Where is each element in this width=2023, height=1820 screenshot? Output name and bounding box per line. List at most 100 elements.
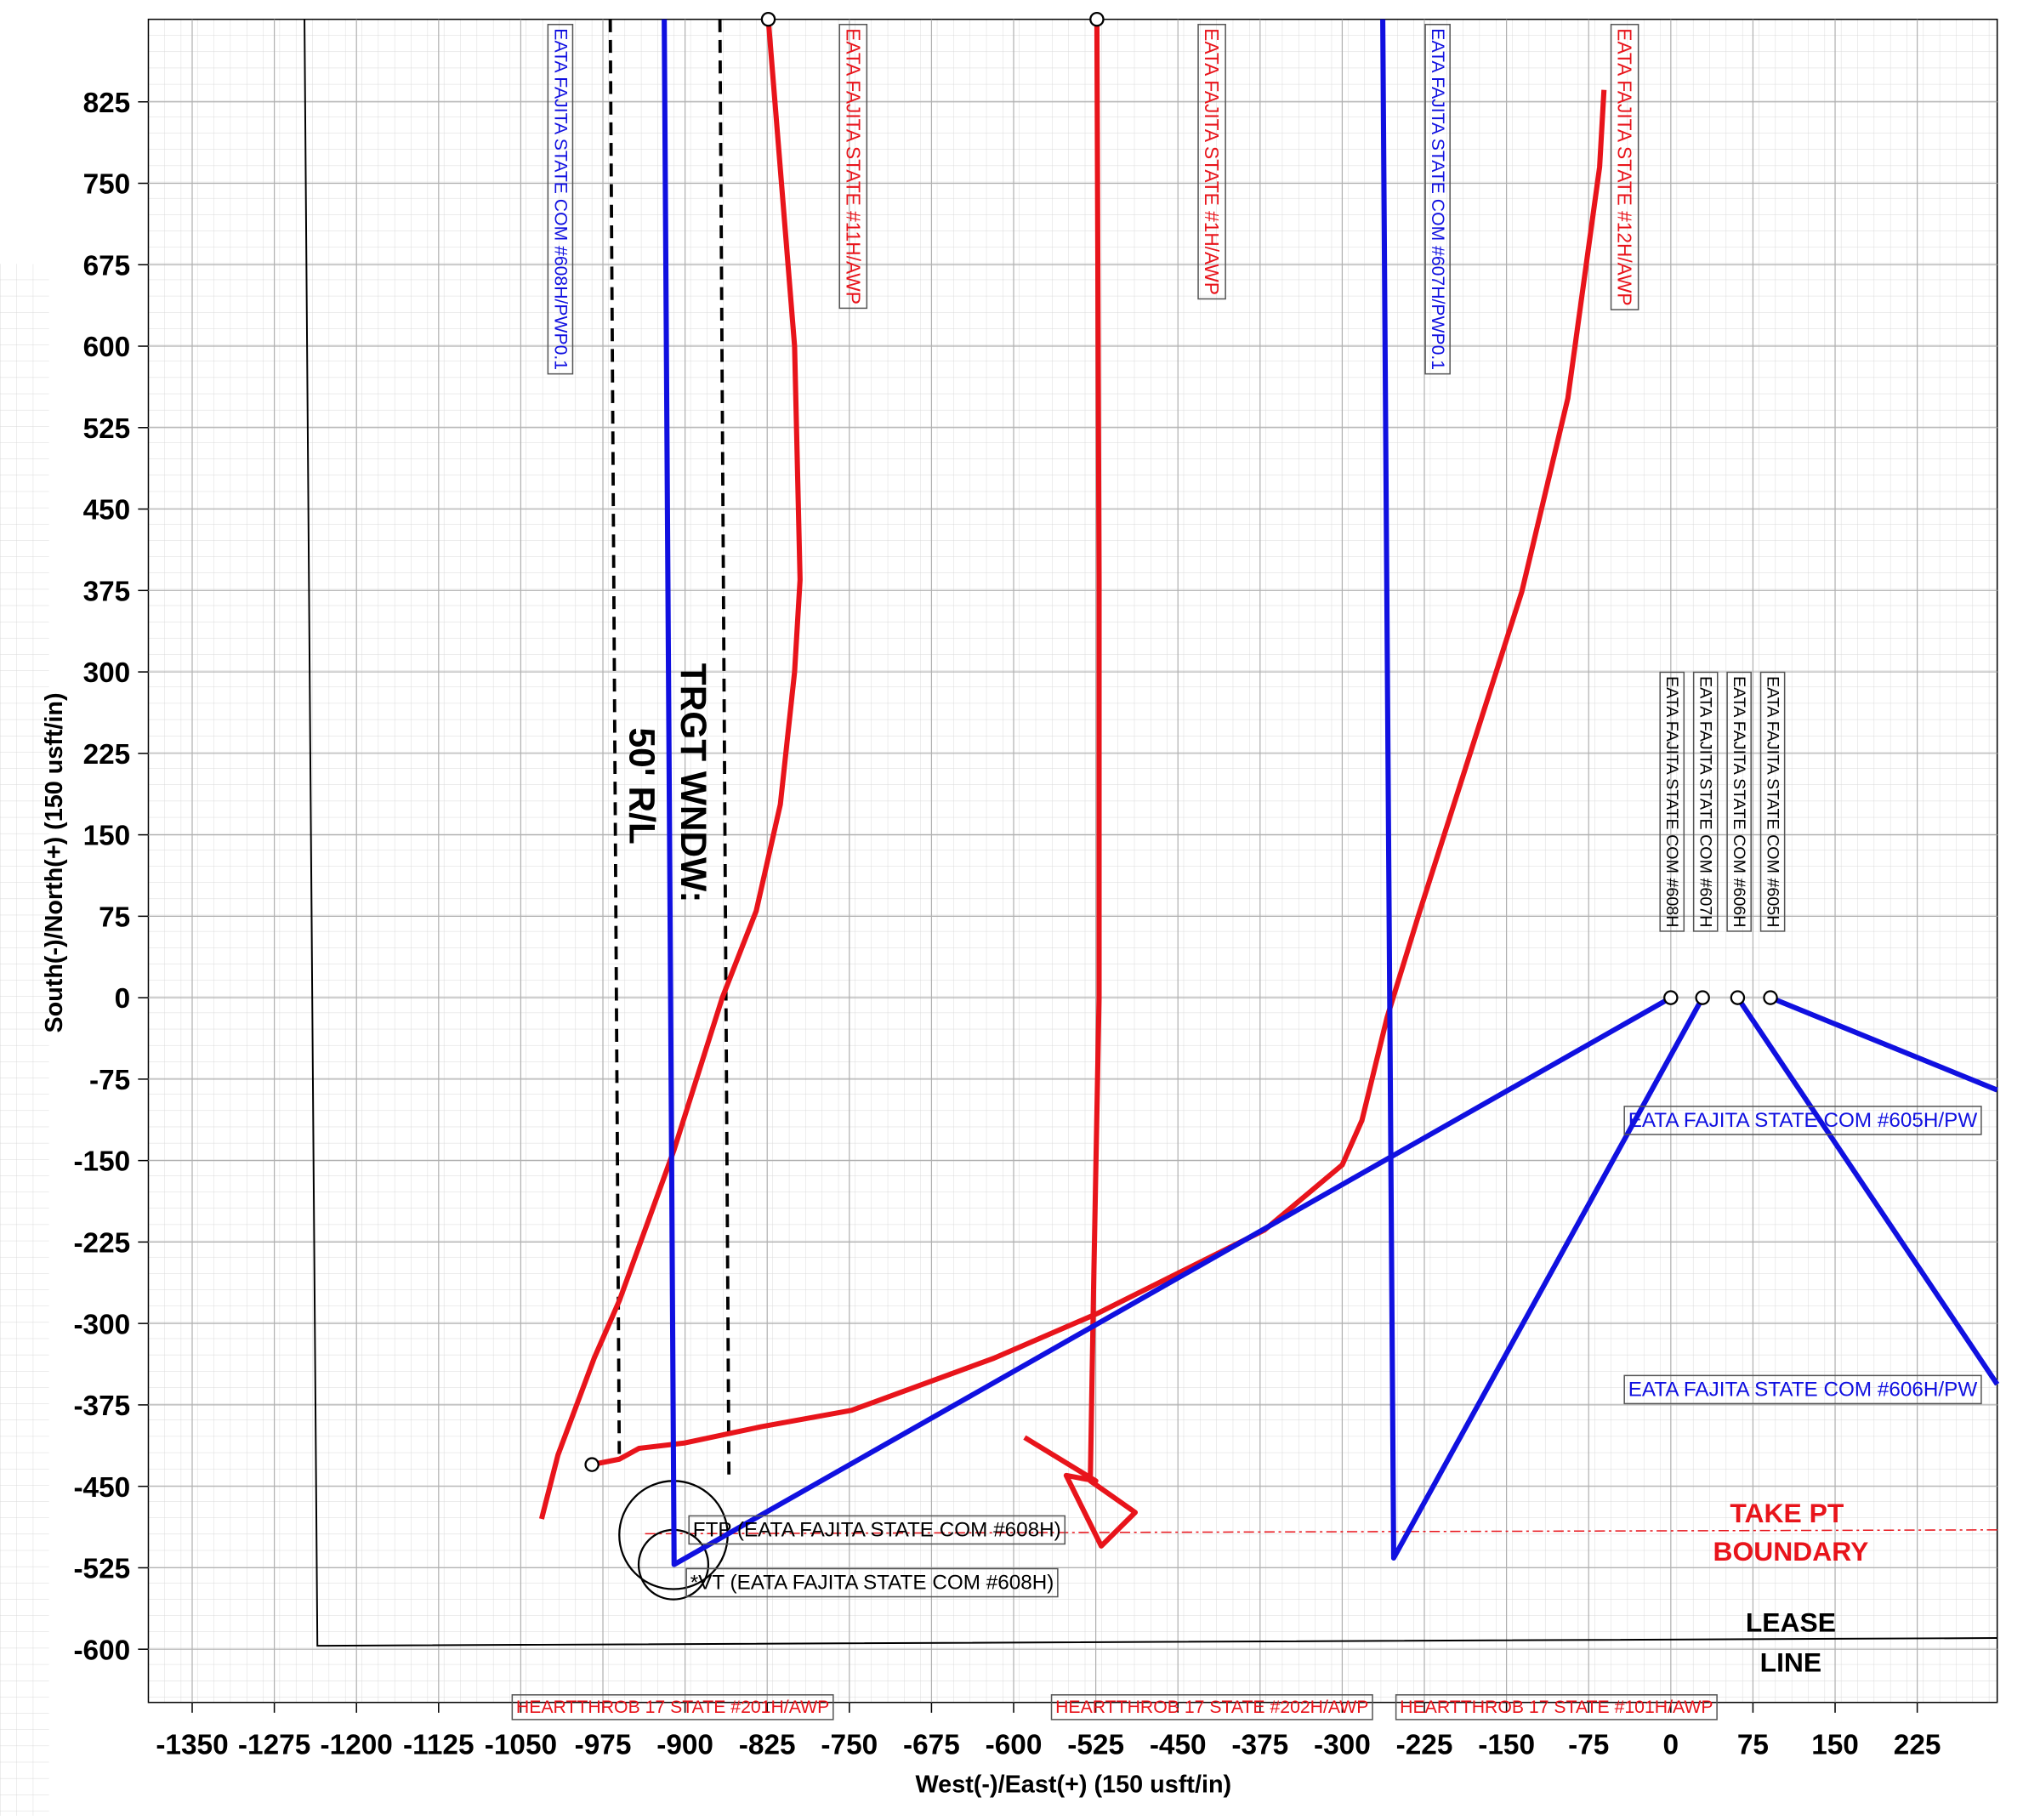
target-window	[608, 19, 731, 1482]
annotation-text: EATA FAJITA STATE COM #608H	[1662, 676, 1681, 927]
annotation-box	[1050, 1694, 1373, 1720]
annotation-box	[1197, 24, 1226, 300]
y-tick-label: -450	[73, 1472, 130, 1504]
annotation-text: EATA FAJITA STATE COM #607H/PWP0.1	[1428, 28, 1447, 370]
x-tick-label: -225	[1396, 1729, 1453, 1760]
x-tick-label: -675	[903, 1729, 960, 1760]
annotation: TAKE PT	[1730, 1498, 1844, 1528]
annotation-text: EATA FAJITA STATE COM #607H	[1696, 676, 1715, 927]
annotation: EATA FAJITA STATE COM #608H/PWP0.1	[547, 24, 574, 375]
annotation: FTP (EATA FAJITA STATE COM #608H)	[688, 1515, 1066, 1545]
annotation-box	[1692, 671, 1719, 932]
minor-grid	[148, 19, 1997, 1703]
annotation-text: HEARTTHROB 17 STATE #202H/AWP	[1055, 1698, 1368, 1717]
annotation-box	[547, 24, 574, 375]
annotation: *VT (EATA FAJITA STATE COM #608H)	[685, 1567, 1059, 1598]
annotation: EATA FAJITA STATE COM #606H/PW	[1623, 1374, 1982, 1405]
annotation: EATA FAJITA STATE COM #605H	[1759, 671, 1786, 932]
annotation-text: HEARTTHROB 17 STATE #201H/AWP	[516, 1698, 829, 1717]
annotation: HEARTTHROB 17 STATE #101H/AWP	[1395, 1694, 1718, 1720]
x-tick-label: -1050	[485, 1729, 557, 1760]
annotation-text: LINE	[1760, 1647, 1822, 1677]
y-tick-label: 450	[83, 495, 131, 526]
well-path	[538, 19, 803, 1520]
well-path	[1023, 19, 1139, 1549]
well-marker	[760, 12, 776, 27]
y-axis-title: South(-)/North(+) (150 usft/in)	[41, 692, 68, 1032]
annotation: TRGT WNDW:	[673, 663, 713, 903]
plot-frame	[147, 18, 1998, 1703]
side-grid	[0, 264, 49, 1816]
annotation-box	[688, 1515, 1066, 1545]
annotation: 50' R/L	[622, 728, 662, 845]
y-tick-label: 0	[115, 983, 131, 1015]
x-tick-label: -900	[656, 1729, 713, 1760]
annotation-text: BOUNDARY	[1713, 1536, 1868, 1567]
x-tick-label: 75	[1737, 1729, 1769, 1760]
well-marker	[1695, 990, 1710, 1005]
x-tick-label: -300	[1314, 1729, 1371, 1760]
x-tick-label: -450	[1150, 1729, 1207, 1760]
annotation-text: EATA FAJITA STATE COM #606H	[1730, 676, 1748, 927]
annotation-text: 50' R/L	[622, 728, 662, 845]
x-tick-label: 150	[1811, 1729, 1859, 1760]
annotation-text: TAKE PT	[1730, 1498, 1844, 1528]
annotation: EATA FAJITA STATE COM #608H	[1659, 671, 1685, 932]
y-tick-label: -300	[73, 1309, 130, 1340]
annotation-text: EATA FAJITA STATE #11H/AWP	[842, 28, 864, 304]
annotation-text: *VT (EATA FAJITA STATE COM #608H)	[690, 1572, 1054, 1595]
annotation: EATA FAJITA STATE COM #607H/PWP0.1	[1424, 24, 1451, 375]
well-path	[1380, 19, 1705, 1561]
take-point-boundary	[645, 1529, 1997, 1535]
annotation: LINE	[1760, 1647, 1822, 1677]
annotation-box	[511, 1694, 834, 1720]
annotation-text: EATA FAJITA STATE COM #608H/PWP0.1	[550, 28, 570, 370]
x-tick-label: -1125	[403, 1729, 474, 1760]
y-tick-label: 375	[83, 576, 131, 607]
annotation-box	[1610, 24, 1639, 310]
annotation-text: HEARTTHROB 17 STATE #101H/AWP	[1400, 1698, 1713, 1717]
x-tick-label: -750	[821, 1729, 878, 1760]
well-marker	[584, 1457, 600, 1472]
y-tick-label: 225	[83, 739, 131, 771]
well-marker	[1089, 12, 1105, 27]
well-marker	[1663, 990, 1679, 1005]
x-tick-label: -150	[1478, 1729, 1535, 1760]
annotation-text: FTP (EATA FAJITA STATE COM #608H)	[693, 1518, 1061, 1541]
x-tick-label: -1275	[238, 1729, 310, 1760]
annotation-box	[685, 1567, 1059, 1598]
annotation-box	[1726, 671, 1752, 932]
annotation-box	[1623, 1106, 1982, 1135]
y-tick-label: 150	[83, 821, 131, 852]
annotation-text: LEASE	[1746, 1607, 1836, 1638]
y-tick-label: 825	[83, 88, 131, 119]
y-tick-label: -600	[73, 1635, 130, 1666]
x-tick-label: -75	[1568, 1729, 1609, 1760]
x-tick-label: -1200	[321, 1729, 393, 1760]
y-tick-label: 300	[83, 657, 131, 689]
annotation-text: EATA FAJITA STATE COM #605H	[1764, 676, 1782, 927]
annotation-box	[1424, 24, 1451, 375]
annotation: HEARTTHROB 17 STATE #202H/AWP	[1050, 1694, 1373, 1720]
well-marker	[1730, 990, 1746, 1005]
annotation: EATA FAJITA STATE COM #606H	[1726, 671, 1752, 932]
x-axis-title: West(-)/East(+) (150 usft/in)	[916, 1772, 1232, 1799]
annotation: EATA FAJITA STATE COM #605H/PW	[1623, 1106, 1982, 1135]
annotation-box	[838, 24, 868, 310]
well-marker	[1763, 990, 1778, 1005]
annotation: LEASE	[1746, 1607, 1836, 1638]
x-tick-label: -375	[1231, 1729, 1288, 1760]
y-tick-label: 75	[99, 901, 130, 933]
x-tick-label: 0	[1663, 1729, 1679, 1760]
well-path	[1769, 995, 1998, 1093]
annotation-text: EATA FAJITA STATE COM #605H/PW	[1628, 1109, 1978, 1132]
annotation-text: EATA FAJITA STATE #1H/AWP	[1201, 28, 1223, 295]
y-tick-label: 750	[83, 169, 131, 201]
annotation-text: EATA FAJITA STATE #12H/AWP	[1614, 28, 1636, 305]
y-tick-label: -150	[73, 1146, 130, 1178]
well-path	[1735, 996, 2000, 1386]
y-tick-label: -225	[73, 1228, 130, 1260]
y-tick-label: 600	[83, 332, 131, 363]
well-path	[662, 19, 1673, 1567]
